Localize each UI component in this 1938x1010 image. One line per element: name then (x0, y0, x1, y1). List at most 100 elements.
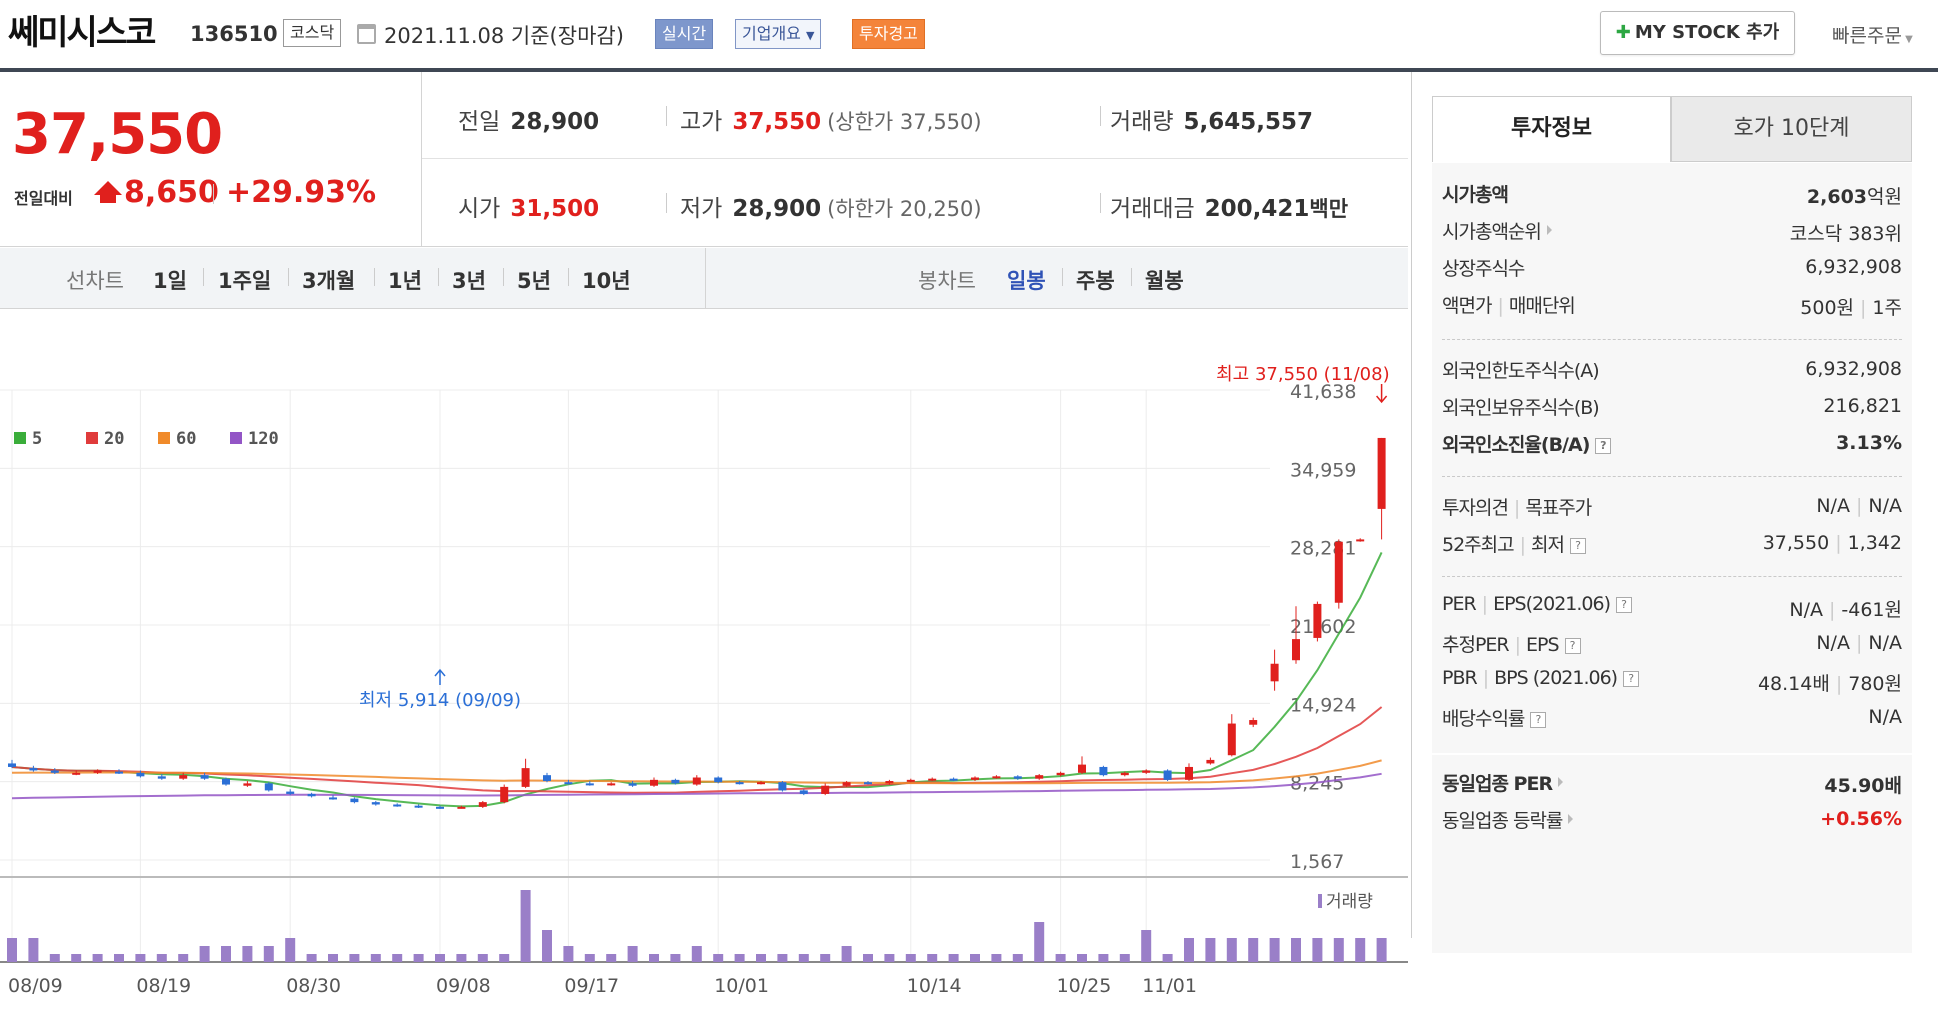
divider (568, 268, 569, 286)
candle-body (1227, 723, 1236, 756)
candle-daily[interactable]: 일봉 (1007, 269, 1046, 293)
change-percent: +29.93% (226, 175, 377, 210)
row-value: 500원 (1800, 297, 1855, 319)
row-label: 배당수익률 (1442, 708, 1525, 730)
candle-weekly[interactable]: 주봉 (1076, 269, 1115, 293)
volume-bar (156, 954, 167, 962)
volume-bar (905, 954, 916, 962)
period-1d[interactable]: 1일 (153, 269, 187, 293)
divider (438, 268, 439, 286)
period-1y[interactable]: 1년 (388, 269, 422, 293)
legend-label: 5 (32, 429, 42, 449)
y-tick-label: 41,638 (1290, 381, 1356, 403)
candle-body (286, 791, 295, 794)
row-value: N/A (1816, 495, 1850, 517)
x-tick-label: 08/19 (136, 975, 191, 997)
x-tick-label: 09/17 (564, 975, 619, 997)
period-3y[interactable]: 3년 (452, 269, 486, 293)
help-icon[interactable]: ? (1616, 597, 1632, 613)
help-icon[interactable]: ? (1595, 438, 1612, 454)
candle-monthly[interactable]: 월봉 (1145, 269, 1184, 293)
legend-label: 60 (176, 429, 196, 449)
candle-body (1292, 639, 1300, 661)
volume-bar (49, 954, 60, 962)
row-sector-per[interactable]: 동일업종 PER 45.90배 (1442, 769, 1902, 799)
row-label: 최저 (1531, 534, 1565, 556)
quick-order-dropdown[interactable]: 빠른주문 ▼ (1832, 21, 1913, 48)
volume-bar (178, 954, 189, 962)
period-5y[interactable]: 5년 (517, 269, 551, 293)
high-annotation: 최고 37,550 (11/08) (1216, 364, 1389, 385)
candle-body (735, 782, 744, 785)
help-icon[interactable]: ? (1623, 671, 1640, 687)
volume-bar (1077, 954, 1087, 962)
row-value: 1주 (1872, 297, 1902, 319)
volume-bar (1012, 954, 1023, 962)
stat-volume: 거래량 5,645,557 (1110, 102, 1313, 136)
chevron-right-icon (1568, 814, 1574, 824)
help-icon[interactable]: ? (1564, 638, 1581, 654)
candle-body (72, 772, 81, 775)
divider (1131, 268, 1132, 286)
volume-bar (1333, 938, 1344, 962)
volume-bar (670, 954, 681, 962)
help-icon[interactable]: ? (1530, 712, 1547, 728)
candle-body (1356, 539, 1365, 542)
candle-body (906, 779, 915, 782)
row-value: +0.56% (1820, 808, 1902, 830)
volume-bar (1055, 954, 1066, 962)
candle-body (607, 783, 616, 786)
price-stats: 전일 28,900 고가 37,550 (상한가 37,550) 거래량 5,645,5… (422, 72, 1408, 247)
quick-order-label: 빠른주문 (1832, 25, 1902, 47)
tab-orderbook[interactable]: 호가 10단계 (1671, 96, 1912, 162)
volume-bar (820, 954, 831, 962)
row-value: 1,342 (1847, 532, 1902, 554)
y-tick-label: 1,567 (1290, 851, 1344, 873)
row-label: EPS (1526, 634, 1560, 656)
candle-body (179, 775, 188, 779)
row-pbr: PBR | BPS (2021.06)? 48.14배 | 780원 (1442, 667, 1902, 695)
legend-swatch (158, 432, 170, 444)
row-market-cap-rank[interactable]: 시가총액순위 코스닥 383위 (1442, 217, 1902, 247)
period-3m[interactable]: 3개월 (302, 269, 356, 293)
candle-body (885, 781, 894, 784)
stat-amount: 거래대금 200,421백만 (1110, 189, 1348, 223)
company-overview-dropdown[interactable]: 기업개요 ▼ (735, 19, 822, 49)
divider (374, 268, 375, 286)
stat-label: 고가 (680, 109, 723, 135)
stat-value: 28,900 (732, 196, 822, 222)
volume-bar (863, 954, 873, 962)
volume-bar (927, 954, 938, 962)
row-value: N/A (1789, 599, 1823, 621)
stat-label: 거래량 (1110, 109, 1174, 135)
y-tick-label: 34,959 (1290, 459, 1356, 481)
price-chart[interactable]: 41,63834,95928,28121,60214,9248,2451,567… (0, 310, 1408, 1010)
volume-bar (777, 954, 788, 962)
candle-body (1035, 775, 1044, 779)
volume-bar (606, 954, 617, 962)
row-value: 37,550 (1762, 532, 1830, 554)
lower-limit: (하한가 20,250) (827, 197, 982, 221)
period-1w[interactable]: 1주일 (218, 269, 272, 293)
candle-body (821, 785, 830, 794)
row-foreign-hold: 외국인보유주식수(B) 216,821 (1442, 393, 1902, 423)
stat-label: 저가 (680, 196, 723, 222)
candle-body (1078, 764, 1086, 773)
tab-investment-info[interactable]: 투자정보 (1432, 96, 1671, 162)
y-tick-label: 28,281 (1290, 538, 1356, 560)
volume-bar (285, 938, 296, 962)
volume-bar (413, 954, 424, 962)
add-mystock-button[interactable]: ✚ MY STOCK 추가 (1600, 11, 1795, 55)
volume-bar (221, 946, 231, 962)
period-10y[interactable]: 10년 (582, 269, 631, 293)
mystock-label: MY STOCK 추가 (1634, 22, 1780, 43)
realtime-button[interactable]: 실시간 (655, 19, 714, 49)
plus-icon: ✚ (1615, 22, 1631, 43)
volume-bar (92, 954, 103, 962)
stat-prev: 전일 28,900 (458, 102, 599, 136)
candle-body (157, 776, 166, 779)
line-chart-label: 선차트 (66, 269, 124, 293)
row-value: 6,932,908 (1805, 358, 1902, 380)
row-sector-rate[interactable]: 동일업종 등락률 +0.56% (1442, 806, 1902, 836)
help-icon[interactable]: ? (1570, 538, 1586, 554)
